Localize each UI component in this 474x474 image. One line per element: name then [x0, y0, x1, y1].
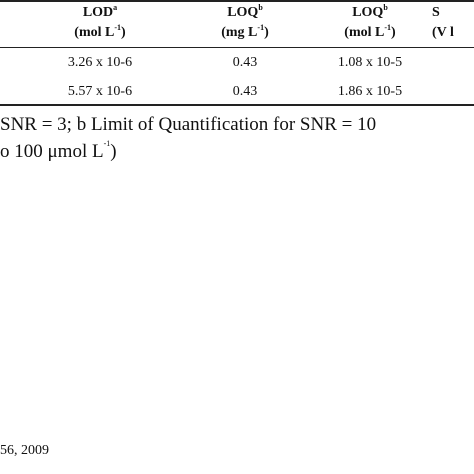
header-sensitivity: S [432, 5, 440, 20]
table-header-rule [0, 47, 474, 48]
citation-text: 56, 2009 [0, 443, 49, 458]
table-cell: 0.43 [232, 55, 258, 70]
header-loq-mg-unit: (mg L-1) [221, 23, 269, 40]
table-cell: 1.08 x 10-5 [337, 55, 403, 70]
header-loq-mg: LOQb [227, 3, 263, 20]
table-footnote: SNR = 3; b Limit of Quantification for S… [0, 114, 377, 135]
table-cell: 0.43 [232, 84, 258, 99]
table-cell: 1.86 x 10-5 [337, 84, 403, 99]
table-footnote-continued: o 100 μmol L-1) [0, 139, 117, 162]
header-loq-mol: LOQb [352, 3, 388, 20]
header-loq-mol-unit: (mol L-1) [344, 23, 396, 40]
header-lod-unit: (mol L-1) [74, 23, 126, 40]
header-lod: LODa [82, 3, 118, 20]
header-sensitivity-unit: (V l [432, 25, 454, 40]
table-top-rule [0, 0, 474, 2]
table-cell: 3.26 x 10-6 [67, 55, 133, 70]
table-bottom-rule [0, 104, 474, 106]
table-cell: 5.57 x 10-6 [67, 84, 133, 99]
